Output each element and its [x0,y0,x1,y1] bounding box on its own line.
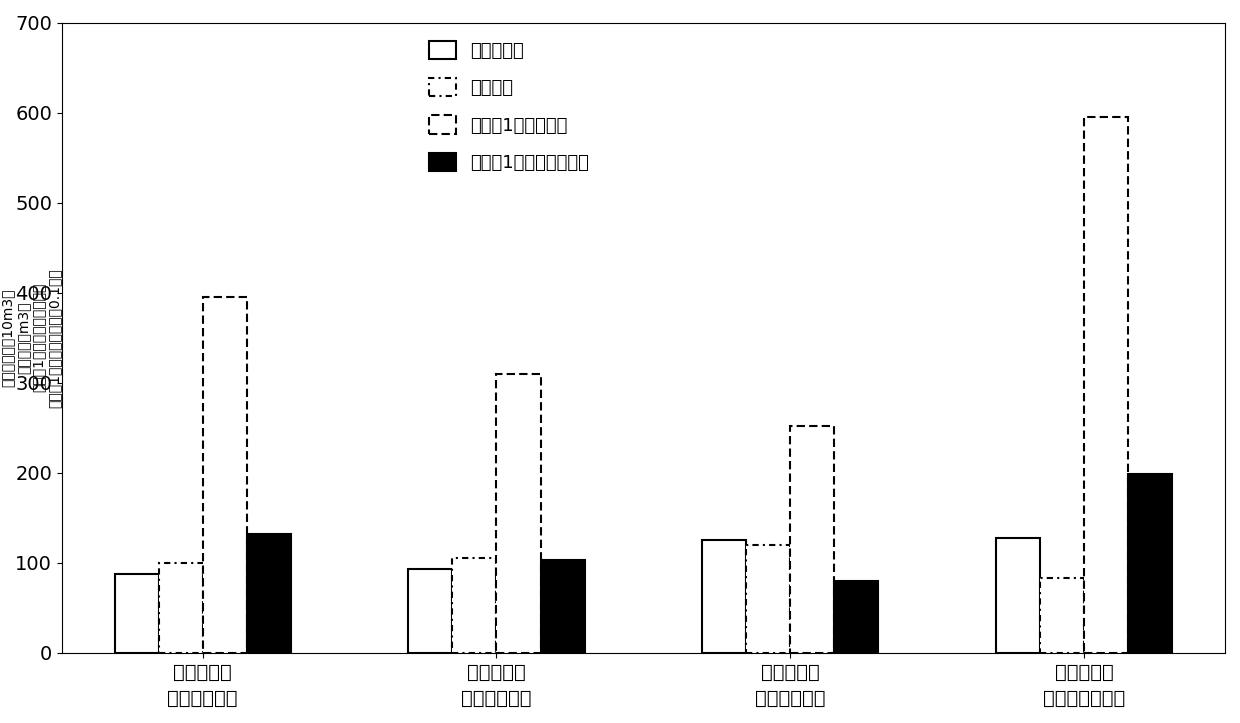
Bar [247,534,291,653]
Text: 改造后1个月内累产油（吨）: 改造后1个月内累产油（吨） [31,283,46,393]
Bar [1040,578,1084,653]
Text: 总加砂量（m3）: 总加砂量（m3） [16,301,30,374]
Bar [746,544,790,653]
Bar [541,560,584,653]
Bar [996,537,1040,653]
Bar [1128,474,1172,653]
Bar [159,562,202,653]
Bar [790,426,835,653]
Bar [496,374,541,653]
Bar [202,297,247,653]
Bar [702,540,746,653]
Text: 改造后1个月平均日产油（0.1吨）: 改造后1个月平均日产油（0.1吨） [47,268,61,408]
Bar [408,569,453,653]
Bar [1084,117,1128,653]
Text: 施工总液量（10m3）: 施工总液量（10m3） [1,288,15,387]
Bar [114,573,159,653]
Bar [453,558,496,653]
Legend: 施工总液量, 总加砂量, 改造后1个月累产油, 改造后1个月平均日产油: 施工总液量, 总加砂量, 改造后1个月累产油, 改造后1个月平均日产油 [419,32,598,181]
Bar [835,581,878,653]
